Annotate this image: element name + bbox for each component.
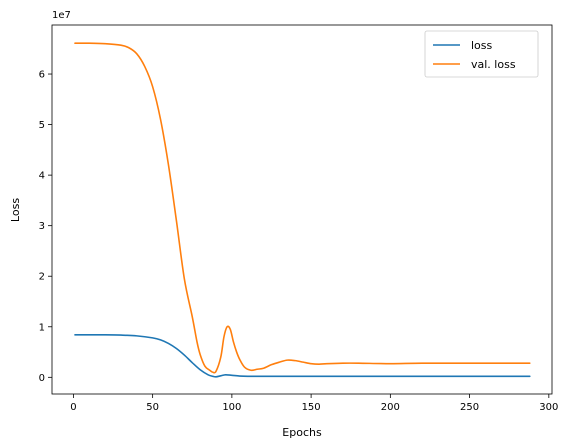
series-layer	[74, 42, 531, 378]
y-axis: 0 1 2 3 4 5 6	[39, 70, 52, 384]
x-tick-label: 100	[222, 402, 241, 413]
legend-box	[424, 30, 539, 78]
legend-entry-loss: loss	[471, 39, 493, 52]
y-tick-label: 5	[39, 120, 45, 131]
legend-entry-val-loss: val. loss	[471, 58, 516, 71]
series-line-val-loss	[74, 42, 531, 374]
y-offset-label: 1e7	[52, 10, 71, 21]
y-tick-label: 3	[39, 221, 45, 232]
x-axis-label: Epochs	[282, 426, 322, 439]
y-tick-label: 0	[39, 373, 45, 384]
y-tick-label: 6	[39, 70, 45, 81]
x-tick-label: 150	[302, 402, 321, 413]
x-tick-label: 0	[70, 402, 76, 413]
x-tick-label: 250	[460, 402, 479, 413]
x-tick-label: 300	[539, 402, 558, 413]
x-axis: 0 50 100 150 200 250 300	[70, 394, 558, 413]
series-line-loss	[74, 334, 531, 378]
y-tick-label: 1	[39, 322, 45, 333]
plot-frame	[51, 24, 553, 395]
legend: loss val. loss	[424, 30, 539, 78]
x-tick-label: 200	[381, 402, 400, 413]
y-tick-label: 2	[39, 272, 45, 283]
x-tick-label: 50	[146, 402, 159, 413]
y-tick-label: 4	[39, 171, 45, 182]
y-axis-label: Loss	[9, 198, 22, 222]
